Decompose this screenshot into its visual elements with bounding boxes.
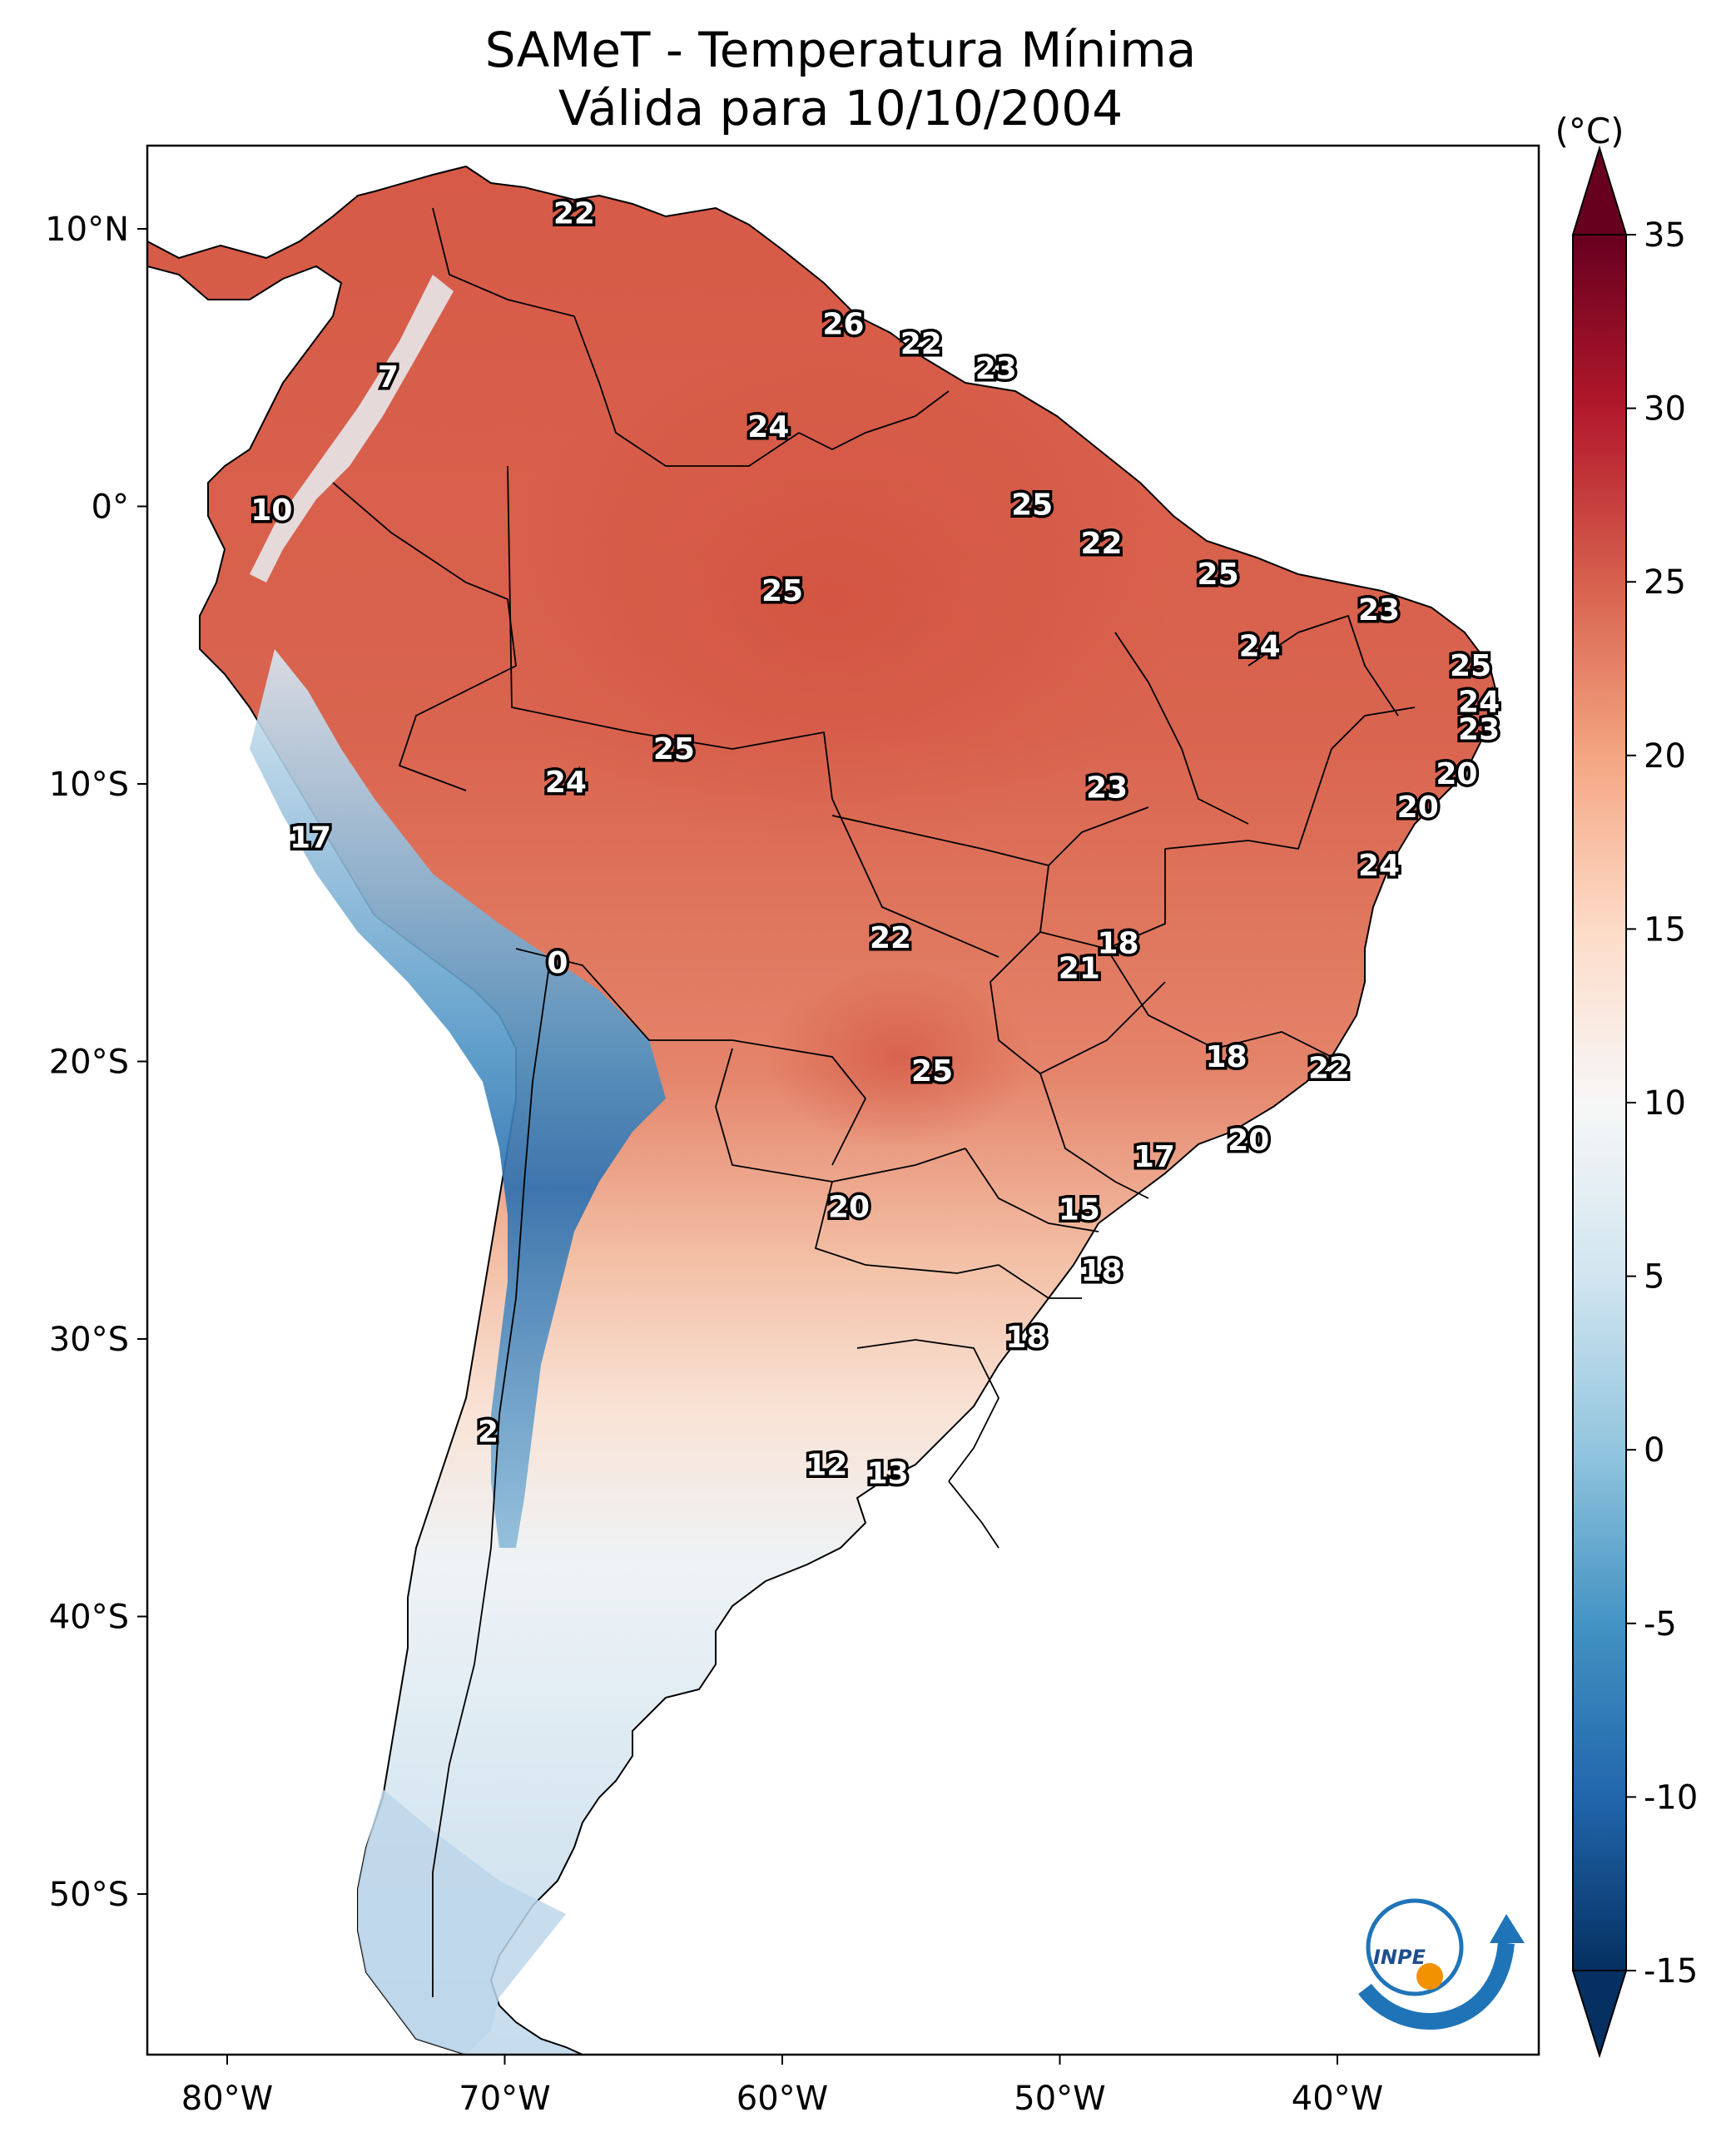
city-temperature-value: 22: [900, 327, 942, 361]
map-title-line2: Válida para 10/10/2004: [558, 80, 1123, 136]
city-temperature-value: 13: [867, 1456, 909, 1490]
colorbar-tick-label: 25: [1644, 563, 1686, 602]
inpe-logo-text: INPE: [1373, 1946, 1426, 1969]
city-temperature-value: 12: [806, 1448, 847, 1482]
city-temperature-value: 23: [1458, 713, 1500, 747]
lat-tick-label: 30°S: [49, 1321, 129, 1359]
colorbar-tick-label: 0: [1644, 1431, 1664, 1470]
city-temperature-value: 22: [1308, 1052, 1350, 1086]
country-borders: [332, 207, 1416, 1997]
city-temperature-value: 10: [250, 493, 292, 528]
inpe-logo: INPE: [1358, 1898, 1525, 2030]
colorbar-tick-label: 35: [1644, 216, 1686, 255]
city-temperature-value: 20: [1228, 1123, 1269, 1158]
inpe-logo-arrow-icon: [1490, 1914, 1525, 1943]
colorbar-tick-label: 10: [1644, 1084, 1686, 1123]
colorbar-tick-label: 5: [1644, 1258, 1664, 1297]
city-temperature-value: 0: [547, 946, 568, 980]
city-temperature-value: 22: [553, 196, 595, 231]
city-temperature-value: 7: [378, 360, 399, 394]
city-temperature-value: 24: [545, 766, 587, 800]
map-frame: [146, 144, 1540, 2056]
colorbar-tick-label: -15: [1644, 1952, 1698, 1991]
city-temperature-value: 20: [1397, 791, 1439, 825]
patagonia-cool-region: [358, 1789, 566, 2055]
inpe-logo-sun-icon: [1416, 1963, 1443, 1990]
colorbar-top-extend: [1571, 145, 1628, 236]
city-temperature-value: 15: [1059, 1193, 1100, 1227]
lon-tick-label: 50°W: [1014, 2080, 1105, 2118]
city-temperature-value: 22: [870, 921, 911, 955]
lon-tick-label: 80°W: [181, 2080, 273, 2118]
city-temperature-value: 20: [1436, 757, 1477, 791]
city-temperature-value: 21: [1059, 951, 1100, 985]
colorbar: (°C) 35 30 25 20 15 10 5 0 -5 -10 -15: [1555, 111, 1698, 2059]
city-temperature-value: 24: [1358, 849, 1400, 883]
city-temperature-value: 25: [653, 732, 695, 766]
inpe-logo-arc-icon: [1358, 1941, 1515, 2030]
colorbar-tick-label: -5: [1644, 1605, 1677, 1644]
colorbar-tick-label: 30: [1644, 390, 1686, 429]
city-temperature-value: 25: [911, 1054, 953, 1088]
city-temperature-value: 24: [1458, 685, 1500, 719]
lon-tick-label: 70°W: [459, 2080, 550, 2118]
colorbar-tick-label: 20: [1644, 737, 1686, 776]
city-temperature-value: 2: [478, 1415, 498, 1449]
colorbar-tick-label: -10: [1644, 1778, 1698, 1817]
city-temperature-value: 26: [822, 308, 864, 342]
city-temperature-value: 17: [1133, 1140, 1175, 1174]
city-temperature-value: 18: [1206, 1040, 1247, 1074]
latitude-axis: 10°N 0° 10°S 20°S 30°S 40°S 50°S: [45, 211, 147, 1914]
northern-andes-cool-streak: [250, 275, 454, 583]
city-temperature-value: 25: [1198, 558, 1239, 592]
city-temperature-value: 18: [1005, 1321, 1047, 1355]
colorbar-body: [1572, 234, 1627, 1971]
lon-tick-label: 40°W: [1292, 2080, 1383, 2118]
andes-cold-band: [250, 649, 666, 1548]
lat-tick-label: 50°S: [49, 1876, 129, 1914]
city-temperature-value: 23: [1358, 593, 1400, 627]
lat-tick-label: 20°S: [49, 1044, 129, 1082]
city-temperature-value: 22: [1080, 527, 1122, 561]
city-temperature-value: 25: [761, 574, 803, 608]
city-temperature-value: 20: [828, 1190, 870, 1224]
lat-tick-label: 40°S: [49, 1599, 129, 1637]
city-temperature-value: 17: [290, 821, 331, 855]
colorbar-tick-label: 15: [1644, 910, 1686, 949]
lat-tick-label: 0°: [92, 488, 129, 527]
city-temperature-value: 23: [975, 352, 1017, 386]
city-temperature-value: 23: [1086, 771, 1128, 806]
lat-tick-label: 10°N: [45, 211, 129, 249]
longitude-axis: 80°W 70°W 60°W 50°W 40°W: [181, 2055, 1383, 2118]
city-temperature-value: 25: [1011, 488, 1053, 523]
city-temperature-value: 24: [747, 410, 789, 444]
city-temperature-value: 24: [1239, 630, 1281, 664]
city-temperature-value: 25: [1450, 649, 1491, 683]
colorbar-ticks: 35 30 25 20 15 10 5 0 -5 -10 -15: [1626, 216, 1698, 1991]
amazon-warm-region: [483, 350, 1182, 849]
map-title-line1: SAMeT - Temperatura Mínima: [485, 22, 1197, 78]
pantanal-warm-region: [766, 965, 1032, 1148]
lat-tick-label: 10°S: [49, 766, 129, 804]
lon-tick-label: 60°W: [737, 2080, 828, 2118]
colorbar-bottom-extend: [1571, 1970, 1628, 2059]
city-temperature-value: 18: [1097, 926, 1138, 960]
city-temperature-value: 18: [1080, 1254, 1122, 1288]
colorbar-unit-label: (°C): [1555, 111, 1624, 151]
